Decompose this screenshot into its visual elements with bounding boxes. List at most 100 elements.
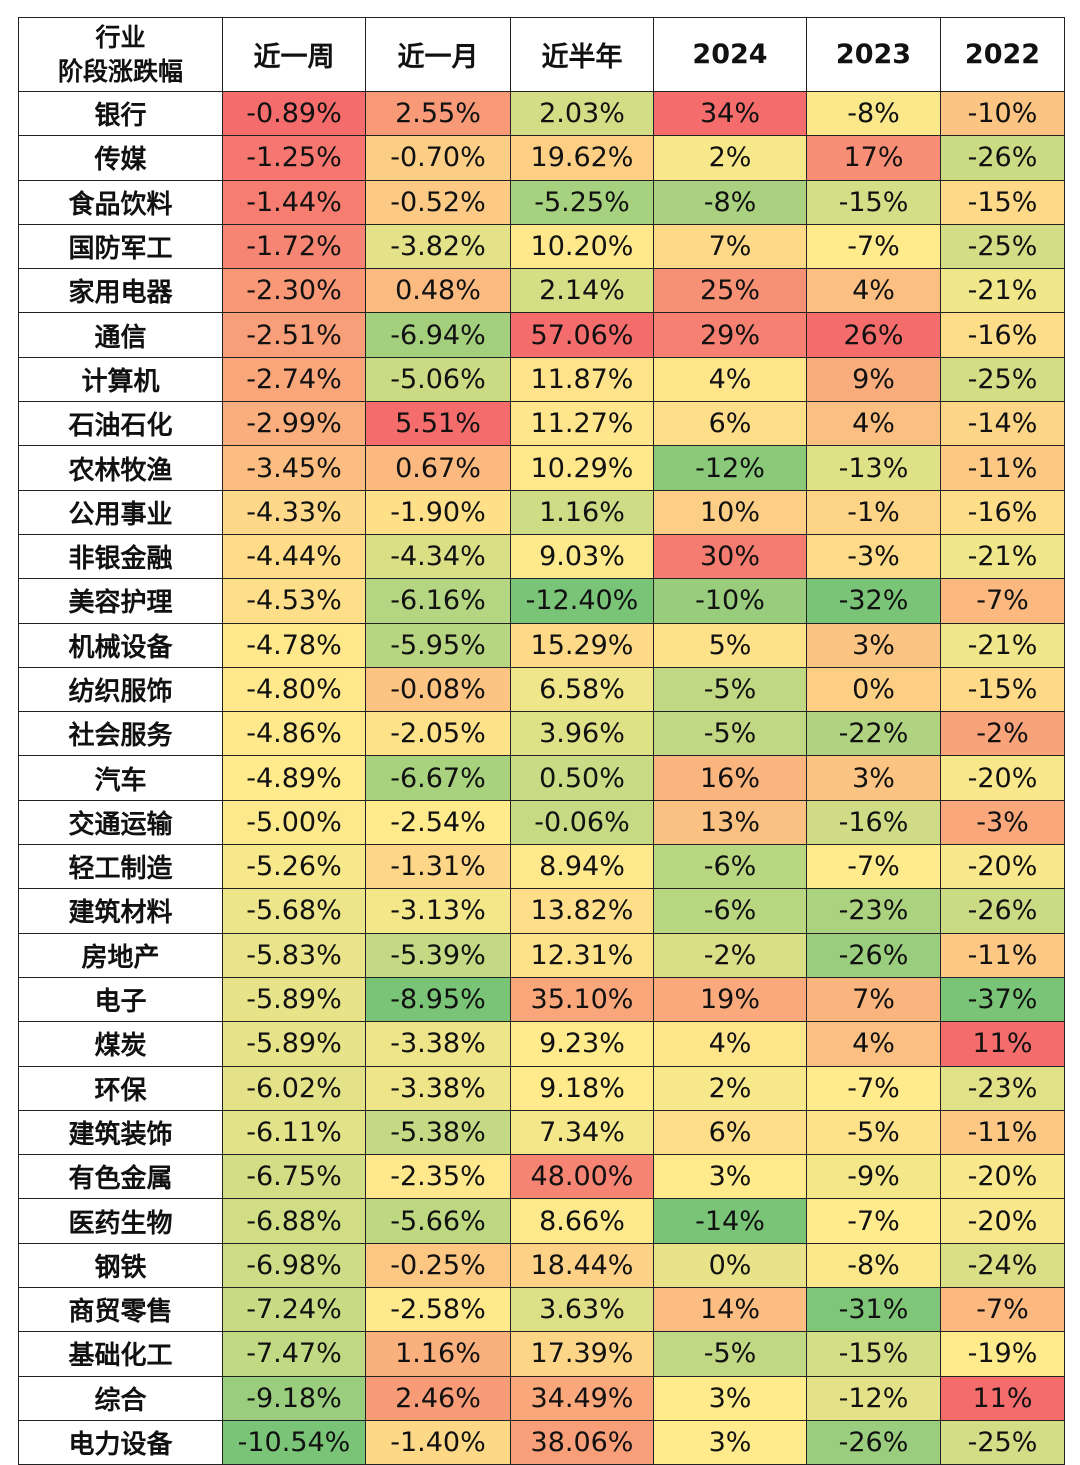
table-row: 基础化工 -7.47% 1.16% 17.39% -5% -15% -19% xyxy=(18,1331,1065,1377)
value-cell: -2.30% xyxy=(222,268,366,314)
table-row: 食品饮料 -1.44% -0.52% -5.25% -8% -15% -15% xyxy=(18,179,1065,225)
value-cell: 2% xyxy=(653,135,807,181)
value-cell: -5% xyxy=(653,711,807,757)
table-row: 美容护理 -4.53% -6.16% -12.40% -10% -32% -7% xyxy=(18,578,1065,624)
value-cell: -2.54% xyxy=(365,799,511,846)
value-cell: -7% xyxy=(806,1198,941,1244)
value-cell: -6% xyxy=(653,844,807,890)
industry-name: 建筑装饰 xyxy=(18,1109,223,1156)
value-cell: 38.06% xyxy=(510,1419,654,1465)
value-cell: -9.18% xyxy=(222,1375,366,1421)
table-row: 纺织服饰 -4.80% -0.08% 6.58% -5% 0% -15% xyxy=(18,666,1065,713)
value-cell: 7.34% xyxy=(510,1109,654,1156)
value-cell: -2.58% xyxy=(365,1287,511,1333)
value-cell: 48.00% xyxy=(510,1154,654,1200)
column-header: 2024 xyxy=(653,17,807,92)
value-cell: -14% xyxy=(940,401,1065,447)
value-cell: 6.58% xyxy=(510,666,654,713)
industry-name: 银行 xyxy=(18,90,223,137)
table-row: 建筑装饰 -6.11% -5.38% 7.34% 6% -5% -11% xyxy=(18,1109,1065,1156)
table-row: 商贸零售 -7.24% -2.58% 3.63% 14% -31% -7% xyxy=(18,1287,1065,1333)
value-cell: 2.03% xyxy=(510,90,654,137)
value-cell: -4.53% xyxy=(222,578,366,624)
value-cell: -1% xyxy=(806,489,941,535)
value-cell: -5.83% xyxy=(222,932,366,978)
industry-name: 基础化工 xyxy=(18,1331,223,1377)
value-cell: -5.95% xyxy=(365,622,511,668)
value-cell: -1.90% xyxy=(365,489,511,535)
value-cell: -25% xyxy=(940,356,1065,403)
value-cell: -37% xyxy=(940,976,1065,1023)
value-cell: -5.89% xyxy=(222,976,366,1023)
value-cell: -8.95% xyxy=(365,976,511,1023)
value-cell: -1.40% xyxy=(365,1419,511,1465)
value-cell: -2.35% xyxy=(365,1154,511,1200)
value-cell: -1.72% xyxy=(222,223,366,270)
value-cell: -7% xyxy=(806,844,941,890)
value-cell: -3.38% xyxy=(365,1065,511,1111)
value-cell: -6.11% xyxy=(222,1109,366,1156)
value-cell: -23% xyxy=(806,888,941,934)
value-cell: 19% xyxy=(653,976,807,1023)
value-cell: 0.67% xyxy=(365,445,511,491)
value-cell: -6.94% xyxy=(365,312,511,358)
value-cell: -7% xyxy=(940,578,1065,624)
value-cell: -25% xyxy=(940,1419,1065,1465)
table-row: 房地产 -5.83% -5.39% 12.31% -2% -26% -11% xyxy=(18,932,1065,978)
value-cell: 2.46% xyxy=(365,1375,511,1421)
value-cell: -7% xyxy=(940,1287,1065,1333)
value-cell: -2.99% xyxy=(222,401,366,447)
table-row: 通信 -2.51% -6.94% 57.06% 29% 26% -16% xyxy=(18,312,1065,358)
table-wrap: 行业 阶段涨跌幅 近一周 近一月 近半年 2024 2023 2022 银行 -0.89% 2.… xyxy=(18,17,1065,1465)
header-line: 行业 xyxy=(95,22,146,52)
table-row: 煤炭 -5.89% -3.38% 9.23% 4% 4% 11% xyxy=(18,1021,1065,1067)
value-cell: -4.33% xyxy=(222,489,366,535)
value-cell: -5% xyxy=(806,1109,941,1156)
value-cell: 3% xyxy=(653,1154,807,1200)
value-cell: -12% xyxy=(653,445,807,491)
value-cell: -8% xyxy=(806,90,941,137)
value-cell: -2.05% xyxy=(365,711,511,757)
value-cell: -6% xyxy=(653,888,807,934)
value-cell: -2% xyxy=(653,932,807,978)
value-cell: -6.75% xyxy=(222,1154,366,1200)
industry-name: 美容护理 xyxy=(18,578,223,624)
industry-name: 食品饮料 xyxy=(18,179,223,225)
value-cell: 19.62% xyxy=(510,135,654,181)
value-cell: 1.16% xyxy=(365,1331,511,1377)
industry-name: 通信 xyxy=(18,312,223,358)
value-cell: -7.47% xyxy=(222,1331,366,1377)
value-cell: 0% xyxy=(653,1242,807,1289)
value-cell: 2% xyxy=(653,1065,807,1111)
value-cell: 6% xyxy=(653,1109,807,1156)
table-row: 公用事业 -4.33% -1.90% 1.16% 10% -1% -16% xyxy=(18,489,1065,535)
value-cell: -7% xyxy=(806,223,941,270)
value-cell: -0.08% xyxy=(365,666,511,713)
table-row: 环保 -6.02% -3.38% 9.18% 2% -7% -23% xyxy=(18,1065,1065,1111)
value-cell: -10.54% xyxy=(222,1419,366,1465)
value-cell: -8% xyxy=(806,1242,941,1289)
table-row: 计算机 -2.74% -5.06% 11.87% 4% 9% -25% xyxy=(18,356,1065,403)
value-cell: -20% xyxy=(940,844,1065,890)
value-cell: -15% xyxy=(940,179,1065,225)
value-cell: -6.16% xyxy=(365,578,511,624)
value-cell: -4.78% xyxy=(222,622,366,668)
industry-name: 国防军工 xyxy=(18,223,223,270)
value-cell: 17% xyxy=(806,135,941,181)
industry-name: 钢铁 xyxy=(18,1242,223,1289)
header-first: 行业 阶段涨跌幅 xyxy=(18,17,223,92)
industry-name: 综合 xyxy=(18,1375,223,1421)
table-row: 机械设备 -4.78% -5.95% 15.29% 5% 3% -21% xyxy=(18,622,1065,668)
table-row: 轻工制造 -5.26% -1.31% 8.94% -6% -7% -20% xyxy=(18,844,1065,890)
value-cell: -31% xyxy=(806,1287,941,1333)
value-cell: -3% xyxy=(806,533,941,580)
value-cell: -16% xyxy=(806,799,941,846)
value-cell: -21% xyxy=(940,622,1065,668)
value-cell: 0.50% xyxy=(510,755,654,801)
value-cell: -13% xyxy=(806,445,941,491)
value-cell: -1.31% xyxy=(365,844,511,890)
value-cell: -12% xyxy=(806,1375,941,1421)
industry-name: 电子 xyxy=(18,976,223,1023)
value-cell: 2.55% xyxy=(365,90,511,137)
